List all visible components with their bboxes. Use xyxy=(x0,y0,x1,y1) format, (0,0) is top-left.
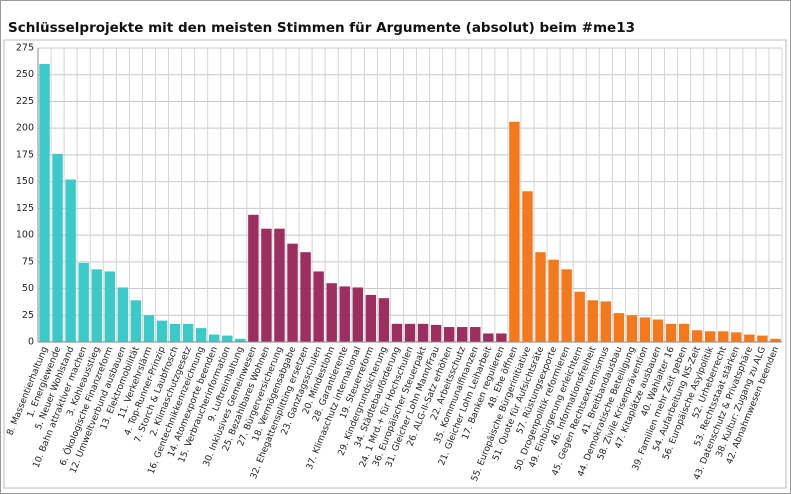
bar xyxy=(339,286,350,342)
y-tick-label: 50 xyxy=(22,283,34,294)
bar xyxy=(665,323,677,342)
y-tick-label: 75 xyxy=(22,256,34,267)
bar xyxy=(496,333,507,342)
bar xyxy=(639,317,651,342)
bar xyxy=(235,338,246,342)
bar xyxy=(430,324,442,342)
bar xyxy=(130,300,142,342)
bar xyxy=(757,335,768,342)
bar xyxy=(548,259,559,342)
y-tick-label: 250 xyxy=(16,69,34,80)
bar xyxy=(378,298,390,342)
y-tick-label: 200 xyxy=(16,123,34,134)
bar xyxy=(169,323,181,342)
y-tick-label: 0 xyxy=(28,337,34,348)
bar xyxy=(313,271,324,342)
bar xyxy=(78,262,89,342)
bar xyxy=(509,121,520,342)
bar xyxy=(195,328,207,342)
y-tick-label: 25 xyxy=(22,310,34,321)
bar xyxy=(535,252,546,342)
bar xyxy=(352,287,364,342)
y-tick-label: 275 xyxy=(16,43,34,54)
bar xyxy=(248,214,259,342)
bar xyxy=(522,191,533,342)
bar xyxy=(744,334,755,342)
bar xyxy=(678,323,690,342)
bar xyxy=(691,330,703,342)
chart-title: Schlüsselprojekte mit den meisten Stimme… xyxy=(8,20,635,36)
bar xyxy=(561,269,572,342)
bar xyxy=(222,335,233,342)
bar xyxy=(365,294,377,342)
y-tick-label: 175 xyxy=(16,149,34,160)
bar xyxy=(704,331,716,342)
bar xyxy=(470,327,481,342)
bar xyxy=(626,315,638,342)
bar xyxy=(443,327,455,342)
y-tick-label: 150 xyxy=(16,176,34,187)
bar xyxy=(65,179,76,342)
bar xyxy=(104,271,116,342)
y-tick-label: 225 xyxy=(16,96,34,107)
bar xyxy=(731,332,742,342)
bar xyxy=(456,327,468,342)
bar xyxy=(587,300,598,342)
bar xyxy=(613,313,625,342)
bar xyxy=(326,283,337,342)
bar xyxy=(143,315,155,342)
bar xyxy=(718,331,729,342)
bar xyxy=(39,64,50,342)
bar xyxy=(182,323,194,342)
bar xyxy=(274,228,285,342)
bar xyxy=(208,334,220,342)
bar xyxy=(156,320,168,342)
bar xyxy=(404,323,416,342)
bar xyxy=(300,252,311,342)
bar xyxy=(574,291,585,342)
bar xyxy=(770,338,781,342)
bar xyxy=(117,287,129,342)
y-tick-label: 100 xyxy=(16,230,34,241)
bar xyxy=(391,323,403,342)
bar xyxy=(417,323,429,342)
bar xyxy=(287,243,298,342)
y-tick-label: 125 xyxy=(16,203,34,214)
bar xyxy=(261,228,272,342)
bar xyxy=(652,319,664,342)
bar xyxy=(600,301,612,342)
bar xyxy=(91,269,102,342)
bar xyxy=(52,153,63,342)
bar xyxy=(483,333,494,342)
plot-frame xyxy=(3,39,787,489)
